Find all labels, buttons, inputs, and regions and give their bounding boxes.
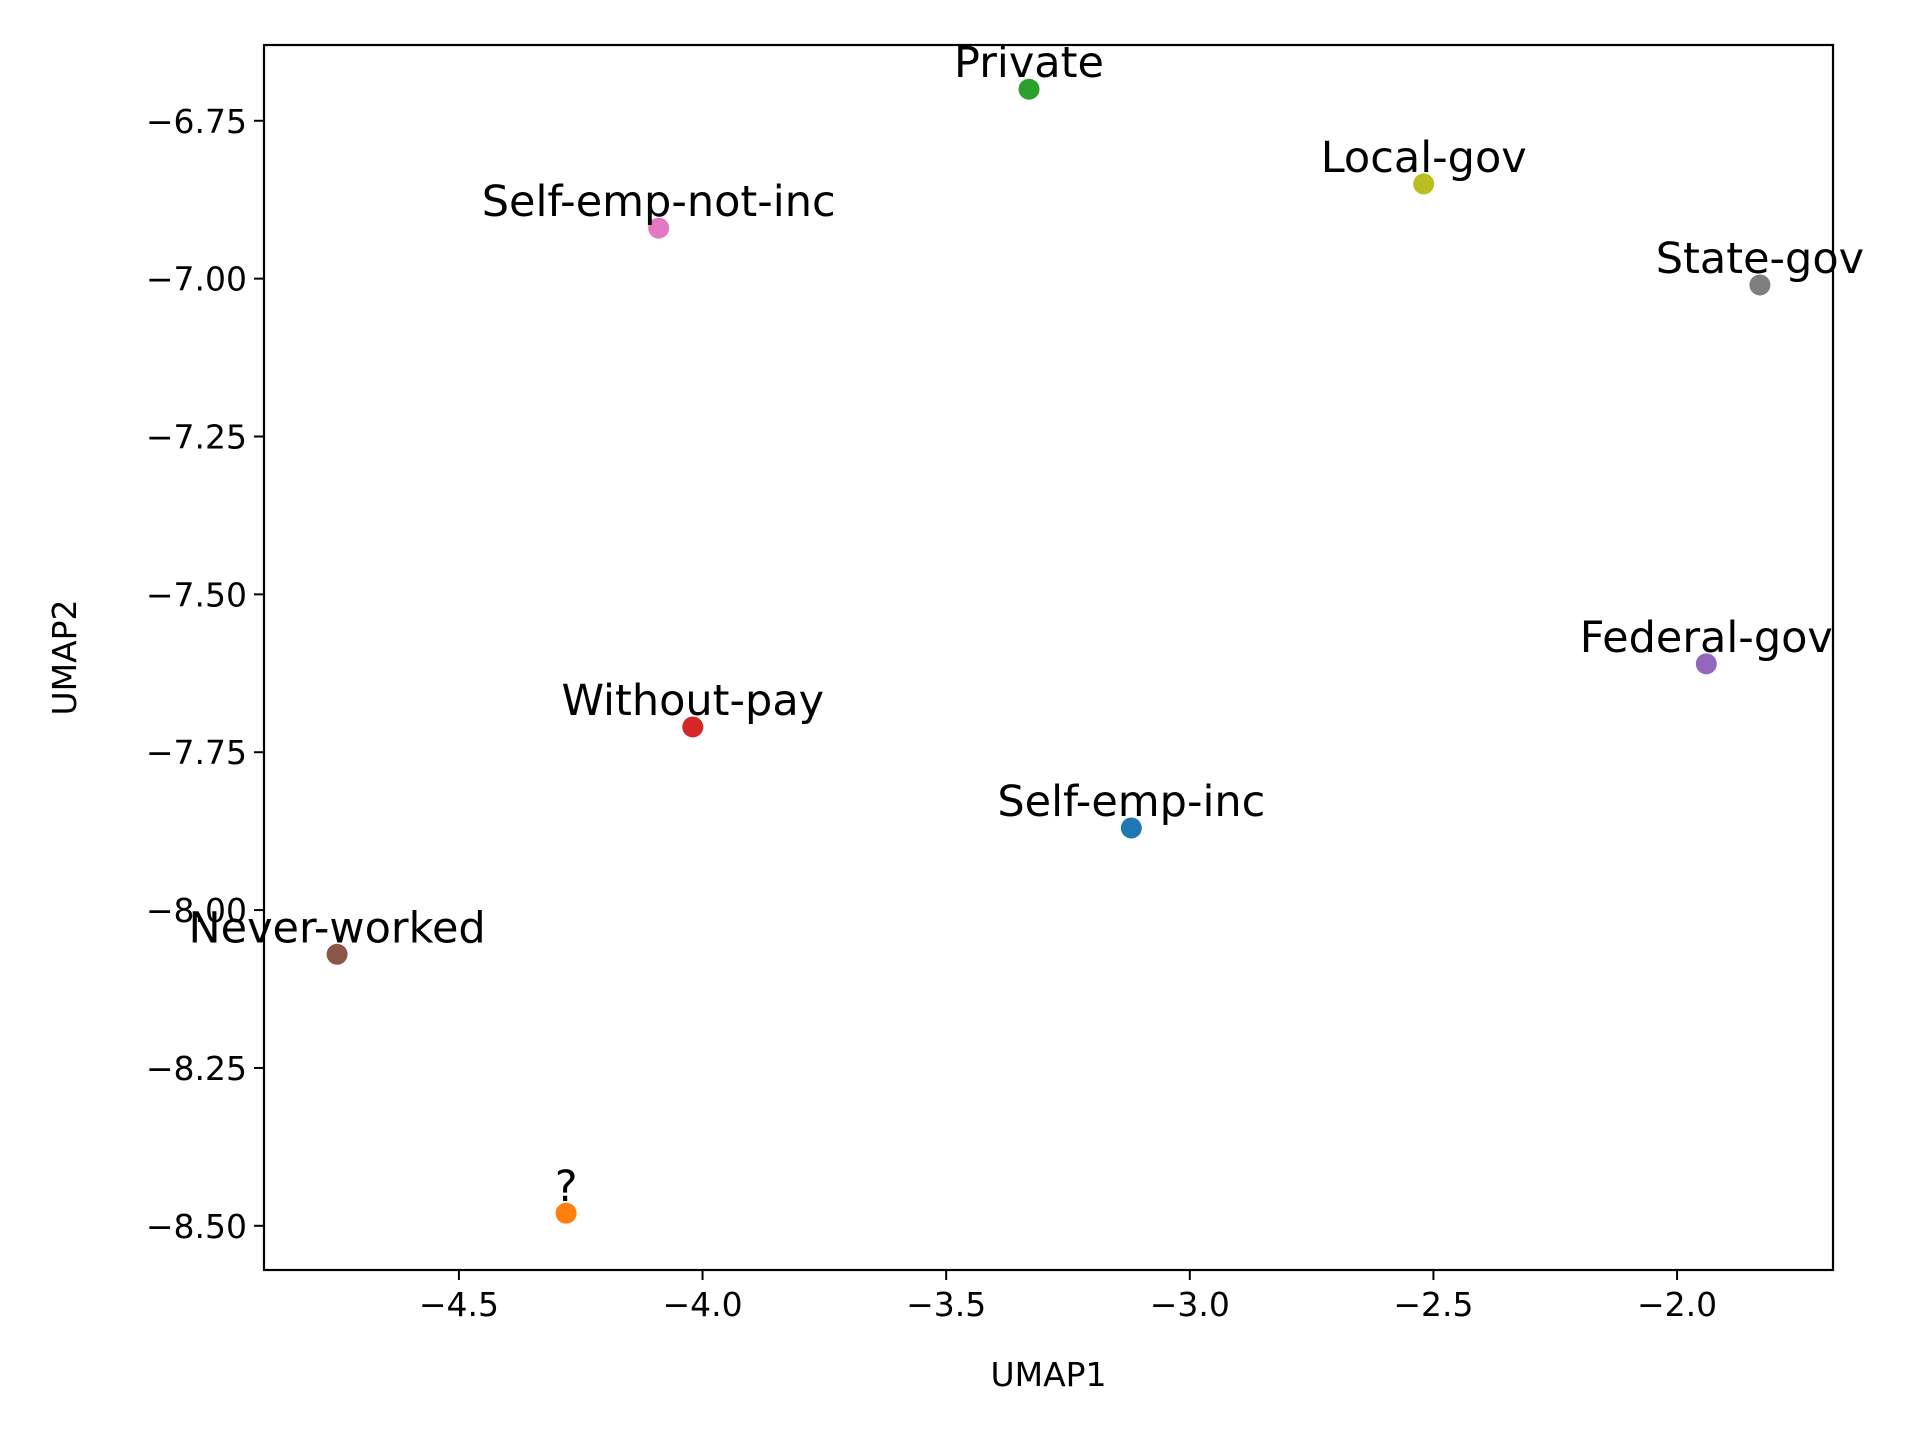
data-point: [326, 943, 348, 965]
x-axis-ticks: −4.5 −4.0 −3.5 −3.0 −2.5 −2.0: [419, 1270, 1717, 1324]
data-point-label: Self-emp-inc: [997, 777, 1265, 827]
data-point: [1749, 274, 1771, 296]
x-tick-label: −4.5: [419, 1285, 499, 1324]
data-point: [1120, 817, 1142, 839]
y-axis-label: UMAP2: [45, 599, 84, 715]
y-tick-label: −7.25: [146, 417, 247, 456]
data-point-labels: Self-emp-inc? Private Without-pay Federal-g…: [188, 38, 1864, 1212]
data-point-label: Local-gov: [1321, 133, 1527, 183]
data-point: [682, 716, 704, 738]
x-tick-label: −2.5: [1393, 1285, 1473, 1324]
data-point-label: Federal-gov: [1580, 613, 1833, 663]
data-point-label: Without-pay: [561, 676, 824, 726]
plot-frame: [262, 43, 1835, 1272]
data-points: [326, 78, 1771, 1224]
y-axis-ticks: −6.75 −7.00 −7.25 −7.50 −7.75 −8.00 −8.25 −8.50: [146, 102, 264, 1246]
y-tick-label: −8.25: [146, 1049, 247, 1088]
x-tick-label: −3.0: [1150, 1285, 1230, 1324]
data-point-label: Never-worked: [188, 903, 485, 953]
y-tick-label: −7.00: [146, 260, 247, 299]
data-point: [555, 1202, 577, 1224]
y-tick-label: −7.75: [146, 733, 247, 772]
x-axis-label: UMAP1: [990, 1355, 1106, 1394]
data-point: [1695, 653, 1717, 675]
x-tick-label: −4.0: [662, 1285, 742, 1324]
x-tick-label: −2.0: [1637, 1285, 1717, 1324]
data-point-label: ?: [555, 1162, 578, 1212]
data-point: [648, 217, 670, 239]
data-point-label: Self-emp-not-inc: [482, 177, 836, 227]
y-tick-label: −7.50: [146, 575, 247, 614]
data-point: [1018, 78, 1040, 100]
data-point-label: State-gov: [1656, 234, 1864, 284]
y-tick-label: −8.50: [146, 1207, 247, 1246]
y-tick-label: −6.75: [146, 102, 247, 141]
data-point-label: Private: [954, 38, 1104, 88]
data-point: [1413, 173, 1435, 195]
y-tick-label: −8.00: [146, 891, 247, 930]
x-tick-label: −3.5: [906, 1285, 986, 1324]
